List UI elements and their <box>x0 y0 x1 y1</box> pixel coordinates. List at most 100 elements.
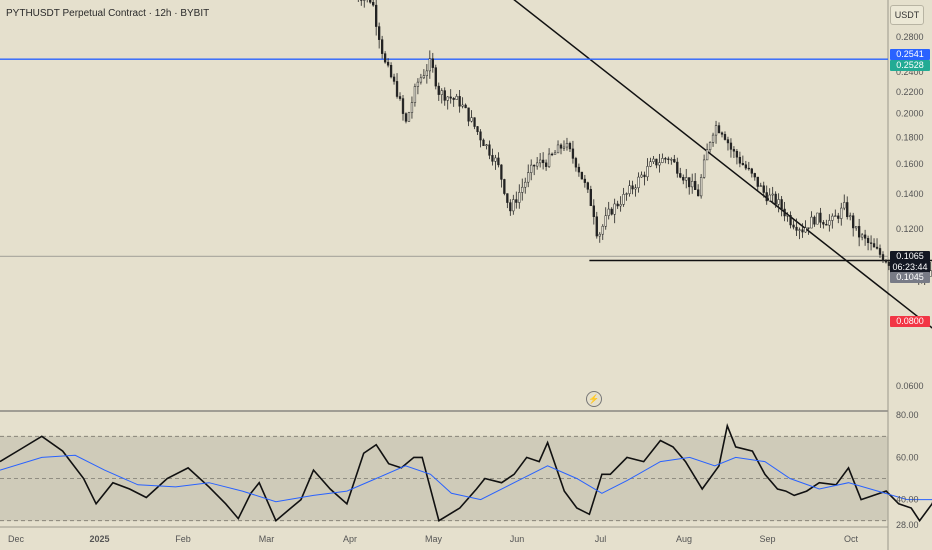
candle-body <box>428 58 431 72</box>
candle-body <box>541 159 545 164</box>
candle-body <box>637 176 640 189</box>
candle-body <box>774 193 777 205</box>
candle-body <box>482 139 485 146</box>
candle-body <box>747 167 750 170</box>
candle-body <box>795 226 798 231</box>
candle-body <box>369 0 372 3</box>
candle-body <box>509 202 512 212</box>
candle-body <box>476 126 479 133</box>
descending-trendline <box>513 0 932 329</box>
candle-body <box>849 215 852 218</box>
candle-body <box>419 77 423 83</box>
candle-body <box>449 96 452 99</box>
candle-body <box>762 185 765 193</box>
lightning-icon[interactable]: ⚡ <box>586 391 602 407</box>
candle-body <box>860 234 864 238</box>
candle-body <box>538 159 542 164</box>
candle-body <box>875 246 879 249</box>
candle-body <box>467 107 470 122</box>
candle-body <box>586 182 589 190</box>
candle-body <box>410 102 414 113</box>
candle-body <box>485 144 488 146</box>
candle-body <box>869 242 873 244</box>
candle-body <box>595 216 598 237</box>
candle-body <box>732 149 736 152</box>
candle-body <box>810 216 813 229</box>
candle-body <box>646 166 649 178</box>
candle-body <box>562 146 566 149</box>
candle-body <box>378 26 381 40</box>
price-tag-resistance: 0.2541 <box>890 48 930 60</box>
candle-body <box>735 150 739 158</box>
candle-body <box>673 159 676 163</box>
candle-body <box>536 162 539 167</box>
candle-body <box>807 227 810 229</box>
candle-body <box>792 224 795 228</box>
candle-body <box>392 76 396 82</box>
candle-body <box>422 75 426 79</box>
candle-body <box>688 177 691 188</box>
candle-body <box>401 98 405 114</box>
candle-body <box>783 208 786 217</box>
candle-body <box>488 144 491 156</box>
time-axis-tick: Oct <box>844 534 859 544</box>
candle-body <box>664 158 667 160</box>
candle-body <box>613 203 616 215</box>
price-axis-tick: 0.1200 <box>896 224 924 234</box>
candle-body <box>878 248 882 255</box>
candle-body <box>604 215 607 227</box>
currency-selector[interactable]: USDT <box>890 5 924 25</box>
price-axis-tick: 0.1400 <box>896 189 924 199</box>
candle-body <box>568 143 572 150</box>
candle-body <box>592 205 595 217</box>
candle-body <box>619 204 622 207</box>
candle-body <box>601 225 604 235</box>
candle-body <box>640 174 643 178</box>
time-axis-tick: Feb <box>175 534 191 544</box>
candle-body <box>622 193 625 205</box>
candle-body <box>380 39 384 54</box>
candle-body <box>881 254 885 261</box>
time-axis-tick: Jun <box>510 534 525 544</box>
candle-body <box>398 96 402 99</box>
candle-body <box>458 96 461 107</box>
candle-body <box>670 159 673 161</box>
candle-body <box>702 159 706 178</box>
candle-body <box>375 4 378 27</box>
candle-body <box>857 226 861 238</box>
candle-body <box>625 193 628 195</box>
candle-body <box>389 64 393 78</box>
candle-body <box>676 161 679 174</box>
candle-body <box>843 202 846 209</box>
time-axis-tick: Dec <box>8 534 25 544</box>
candle-body <box>813 216 816 225</box>
candle-body <box>512 199 515 212</box>
price-axis-tick: 0.2400 <box>896 67 924 77</box>
candle-body <box>756 176 759 187</box>
candle-body <box>574 158 578 168</box>
candle-body <box>577 166 581 173</box>
candle-body <box>497 157 500 166</box>
candle-body <box>765 192 768 202</box>
rsi-axis-tick: 80.00 <box>896 410 919 420</box>
candle-body <box>386 61 390 66</box>
candle-body <box>491 155 494 162</box>
candle-body <box>697 189 700 197</box>
candle-body <box>628 185 631 194</box>
candle-body <box>801 229 804 233</box>
chart-title: PYTHUSDT Perpetual Contract · 12h · BYBI… <box>6 8 210 19</box>
candle-body <box>616 203 619 207</box>
candle-body <box>741 163 745 165</box>
time-axis-tick: 2025 <box>89 534 109 544</box>
rsi_ma-series-line <box>0 454 932 503</box>
rsi-axis-tick: 60.00 <box>896 452 919 462</box>
candle-body <box>717 125 721 134</box>
price-tag-stop: 0.0800 <box>890 315 930 327</box>
candle-body <box>753 173 756 178</box>
candle-body <box>846 202 849 218</box>
price-tag-support-label: 0.1045 <box>896 272 924 282</box>
candle-body <box>440 90 443 95</box>
candle-body <box>872 243 876 248</box>
candle-body <box>837 215 840 219</box>
